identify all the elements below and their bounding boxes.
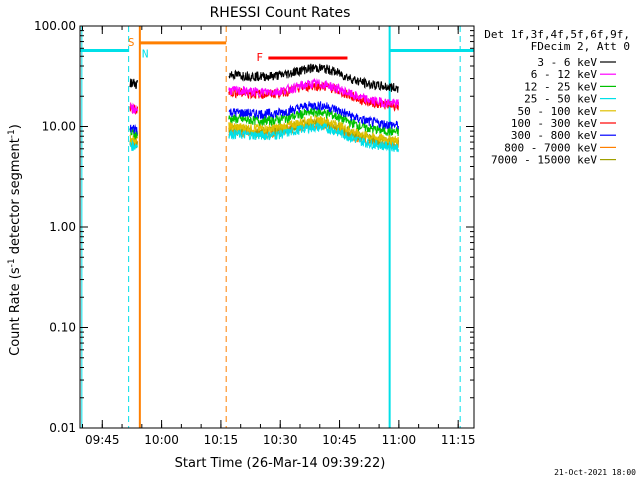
- legend-header-line-1: Det 1f,3f,4f,5f,6f,9f,: [484, 28, 630, 41]
- legend-label: 800 - 7000 keV: [504, 141, 597, 154]
- series-line-12-25-keV: [129, 107, 399, 140]
- series-line-6-12-keV: [129, 77, 399, 114]
- series-line-50-100-keV: [129, 114, 399, 146]
- legend-label: 100 - 300 keV: [511, 117, 597, 130]
- x-tick-label: 11:00: [382, 433, 417, 447]
- x-tick-label: 10:00: [144, 433, 179, 447]
- y-tick-label: 0.01: [49, 421, 76, 435]
- legend-label: 12 - 25 keV: [524, 80, 597, 93]
- legend-label: 3 - 6 keV: [537, 56, 597, 69]
- y-tick-label: 10.00: [42, 120, 76, 134]
- saa-marker-label: S: [128, 36, 135, 49]
- night-marker-label: N: [142, 48, 149, 61]
- legend-label: 7000 - 15000 keV: [491, 154, 597, 167]
- y-tick-label: 0.10: [49, 321, 76, 335]
- legend-label: 300 - 800 keV: [511, 129, 597, 142]
- x-tick-label: 10:30: [263, 433, 298, 447]
- x-tick-label: 10:15: [204, 433, 239, 447]
- x-tick-label: 09:45: [85, 433, 120, 447]
- y-tick-label: 1.00: [49, 220, 76, 234]
- generation-timestamp: 21-Oct-2021 18:00: [554, 468, 636, 477]
- x-tick-label: 10:45: [322, 433, 357, 447]
- x-tick-label: 11:15: [441, 433, 476, 447]
- legend: Det 1f,3f,4f,5f,6f,9f, FDecim 2, Att 0 3…: [484, 28, 630, 167]
- y-axis-label: Count Rate (s-1 detector segment-1): [7, 124, 23, 356]
- flare-marker-label: F: [256, 51, 263, 64]
- legend-label: 6 - 12 keV: [531, 68, 598, 81]
- chart-title: RHESSI Count Rates: [210, 5, 351, 21]
- legend-label: 25 - 50 keV: [524, 93, 597, 106]
- legend-header-line-2: FDecim 2, Att 0: [531, 40, 630, 53]
- x-axis-label: Start Time (26-Mar-14 09:39:22): [175, 456, 386, 471]
- legend-label: 50 - 100 keV: [518, 105, 598, 118]
- y-tick-label: 100.00: [34, 19, 76, 33]
- series-line-3-6-keV: [129, 63, 399, 93]
- series-line-300-800-keV: [129, 101, 399, 135]
- series-line-25-50-keV: [129, 121, 399, 153]
